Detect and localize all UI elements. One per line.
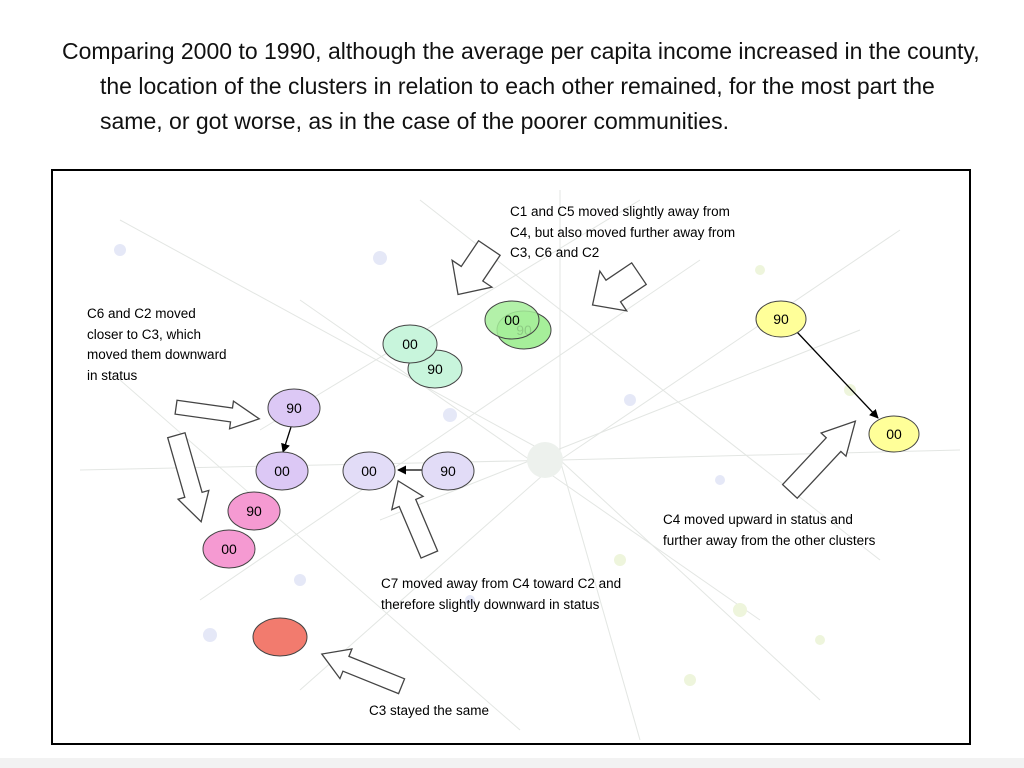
note-c3: C3 stayed the same bbox=[369, 703, 490, 718]
node-purple-00-label: 00 bbox=[274, 463, 290, 479]
node-yellow-90-label: 90 bbox=[773, 311, 789, 327]
node-purple-90 bbox=[267, 388, 321, 428]
block-arrow-c7 bbox=[390, 479, 439, 559]
node-purple-00 bbox=[255, 451, 309, 491]
node-teal-00-label: 00 bbox=[402, 336, 418, 352]
note-c4: C4 moved upward in status and further aw… bbox=[663, 512, 876, 548]
block-arrow-c1c5-right bbox=[591, 261, 648, 312]
note-c6-c2: C6 and C2 moved closer to C3, which move… bbox=[87, 306, 227, 383]
node-yellow-00 bbox=[868, 415, 920, 453]
node-teal-90-label: 90 bbox=[427, 361, 443, 377]
node-yellow-00-label: 00 bbox=[886, 426, 902, 442]
node-green-00 bbox=[484, 300, 540, 340]
block-arrow-c6c2-down bbox=[166, 431, 210, 524]
node-teal-00 bbox=[382, 324, 438, 364]
node-lav-90 bbox=[421, 451, 475, 491]
bottom-strip bbox=[0, 758, 1024, 768]
node-lav-00-label: 00 bbox=[361, 463, 377, 479]
diagram-frame bbox=[51, 169, 971, 745]
note-c1-c5: C1 and C5 moved slightly away from C4, b… bbox=[510, 204, 736, 260]
cluster-diagram: 90 00 90 00 90 00 90 00 00 90 90 00 bbox=[166, 239, 920, 695]
node-green-00-label: 00 bbox=[504, 312, 520, 328]
node-pink-00-label: 00 bbox=[221, 541, 237, 557]
slide-body-text: Comparing 2000 to 1990, although the ave… bbox=[62, 38, 980, 134]
node-red bbox=[252, 617, 308, 657]
block-arrow-c3 bbox=[320, 648, 406, 695]
block-arrow-c4 bbox=[781, 420, 857, 500]
block-arrow-c6c2-top bbox=[174, 399, 261, 430]
node-purple-90-label: 90 bbox=[286, 400, 302, 416]
note-c7: C7 moved away from C4 toward C2 and ther… bbox=[381, 576, 622, 612]
block-arrow-c1c5-left bbox=[451, 239, 502, 296]
arrow-yellow-90-to-00 bbox=[796, 331, 879, 419]
node-pink-90-label: 90 bbox=[246, 503, 262, 519]
node-yellow-90 bbox=[755, 300, 807, 338]
arrow-purple-90-to-00 bbox=[281, 426, 292, 453]
node-lav-90-label: 90 bbox=[440, 463, 456, 479]
node-lav-00 bbox=[342, 451, 396, 491]
node-pink-90 bbox=[227, 491, 281, 531]
node-pink-00 bbox=[202, 529, 256, 569]
